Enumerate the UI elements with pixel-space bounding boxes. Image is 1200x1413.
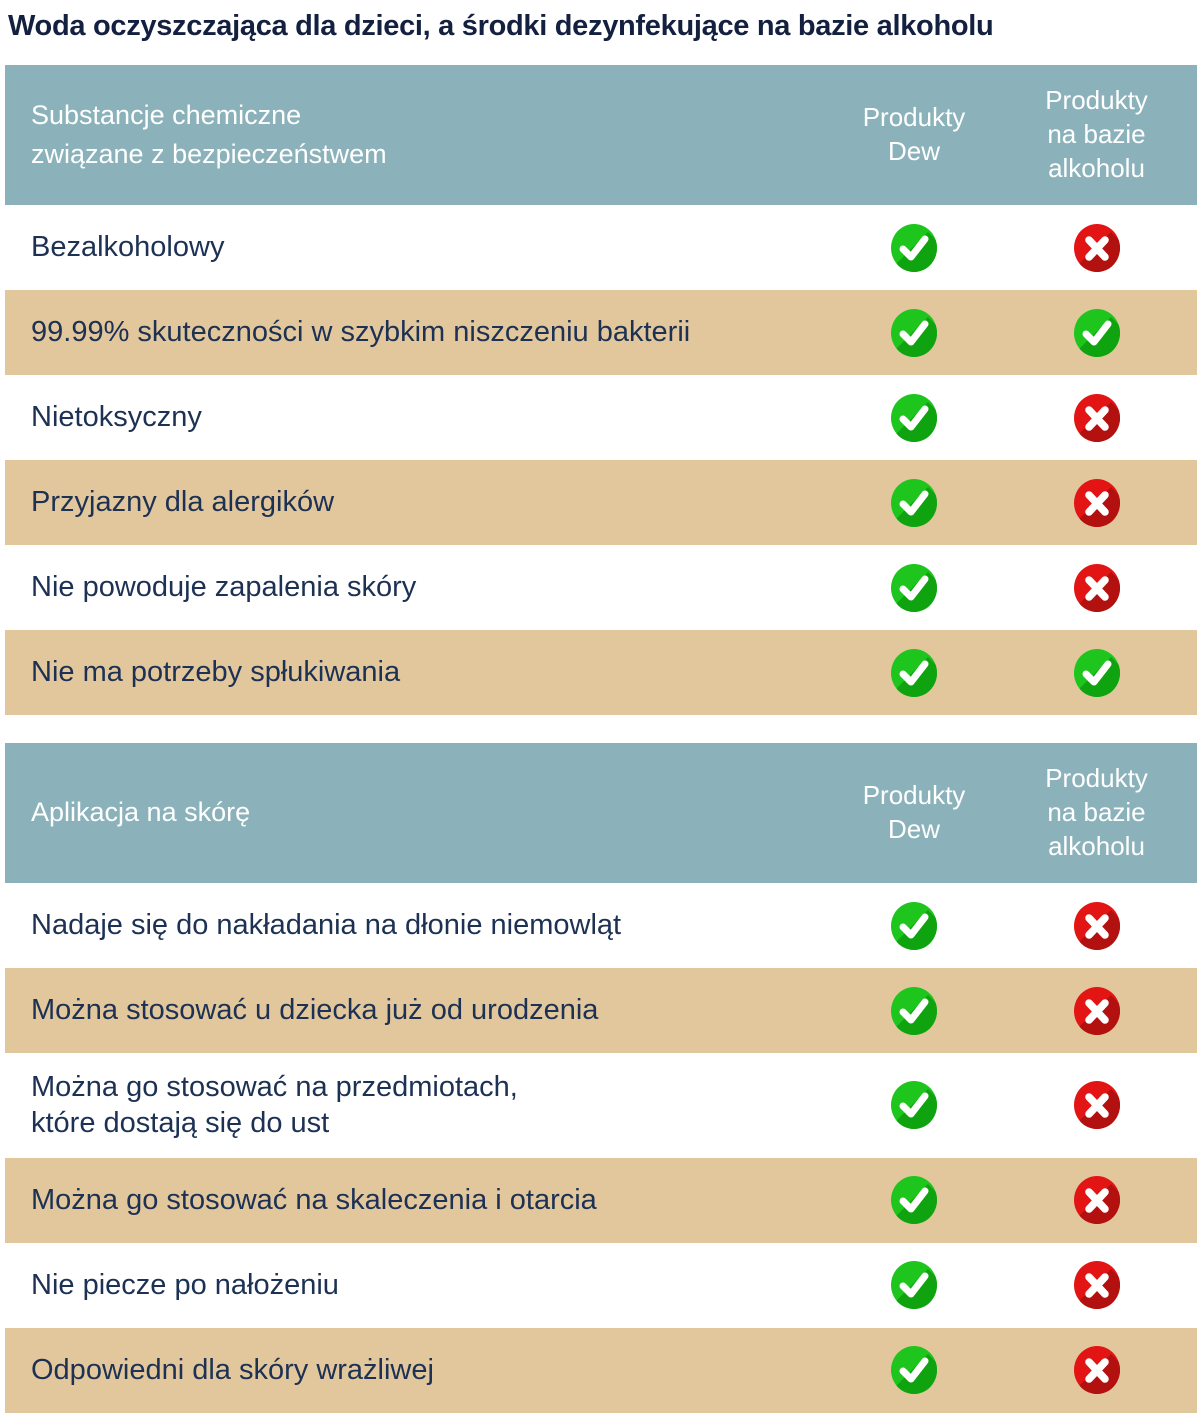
cross-icon [1073, 1176, 1120, 1224]
section-header: Substancje chemiczne związane z bezpiecz… [5, 65, 1197, 205]
check-icon [891, 563, 937, 612]
table-row: Można go stosować na przedmiotach, które… [5, 1053, 1197, 1158]
check-icon [891, 308, 937, 357]
check-icon [891, 648, 937, 697]
check-icon [891, 1346, 937, 1394]
row-label: Można go stosować na przedmiotach, które… [31, 1071, 518, 1140]
alcohol-status-cell [1004, 478, 1189, 527]
dew-status-cell [839, 393, 989, 442]
column-header-label: Produkty na bazie alkoholu [1045, 85, 1148, 183]
alcohol-status-cell [1004, 223, 1189, 272]
check-icon [891, 393, 937, 442]
section-header: Aplikacja na skórę Produkty Dew Produkty… [5, 743, 1197, 883]
table-row: Przyjazny dla alergików [5, 460, 1197, 545]
dew-status-cell [839, 1346, 989, 1394]
check-icon [1073, 308, 1120, 357]
dew-status-cell [839, 308, 989, 357]
section-title: Substancje chemiczne związane z bezpiecz… [31, 99, 387, 169]
row-label: Nietoksyczny [31, 401, 202, 434]
cross-icon [1073, 393, 1120, 442]
comparison-table: Substancje chemiczne związane z bezpiecz… [5, 65, 1197, 1413]
alcohol-status-cell [1004, 1081, 1189, 1130]
row-label: Nie piecze po nałożeniu [31, 1268, 339, 1301]
row-label: 99.99% skuteczności w szybkim niszczeniu… [31, 316, 691, 349]
page-title: Woda oczyszczająca dla dzieci, a środki … [8, 10, 994, 42]
check-icon [891, 901, 937, 950]
column-header-produkty-alkohol: Produkty na bazie alkoholu [1004, 84, 1189, 185]
column-header-produkty-dew: Produkty Dew [839, 101, 989, 169]
dew-status-cell [839, 1081, 989, 1130]
section-skin-application: Aplikacja na skórę Produkty Dew Produkty… [5, 743, 1197, 1413]
cross-icon [1073, 478, 1120, 527]
dew-status-cell [839, 563, 989, 612]
cross-icon [1073, 223, 1120, 272]
row-label: Bezalkoholowy [31, 231, 225, 264]
dew-status-cell [839, 478, 989, 527]
row-label: Nie powoduje zapalenia skóry [31, 571, 417, 604]
table-row: Nie ma potrzeby spłukiwania [5, 630, 1197, 715]
table-row: Nadaje się do nakładania na dłonie niemo… [5, 883, 1197, 968]
alcohol-status-cell [1004, 1346, 1189, 1394]
alcohol-status-cell [1004, 308, 1189, 357]
check-icon [1073, 648, 1120, 697]
table-row: Można stosować u dziecka już od urodzeni… [5, 968, 1197, 1053]
column-header-label: Produkty Dew [862, 780, 966, 844]
column-header-label: Produkty Dew [862, 102, 966, 166]
row-label: Można stosować u dziecka już od urodzeni… [31, 994, 599, 1027]
column-header-produkty-alkohol: Produkty na bazie alkoholu [1004, 762, 1189, 863]
dew-status-cell [839, 1176, 989, 1224]
section-safety-chemicals: Substancje chemiczne związane z bezpiecz… [5, 65, 1197, 715]
alcohol-status-cell [1004, 901, 1189, 950]
row-label: Nadaje się do nakładania na dłonie niemo… [31, 909, 622, 942]
check-icon [891, 223, 937, 272]
alcohol-status-cell [1004, 563, 1189, 612]
table-row: Można go stosować na skaleczenia i otarc… [5, 1157, 1197, 1243]
dew-status-cell [839, 648, 989, 697]
check-icon [891, 1261, 937, 1309]
rows-group: Bezalkoholowy 99.99% skuteczności w szyb… [5, 205, 1197, 715]
table-row: Nie powoduje zapalenia skóry [5, 545, 1197, 630]
dew-status-cell [839, 1261, 989, 1309]
cross-icon [1073, 1261, 1120, 1309]
rows-group: Nadaje się do nakładania na dłonie niemo… [5, 883, 1197, 1413]
row-label: Odpowiedni dla skóry wrażliwej [31, 1353, 434, 1386]
row-label: Można go stosować na skaleczenia i otarc… [31, 1183, 597, 1216]
cross-icon [1073, 901, 1120, 950]
table-row: Nietoksyczny [5, 375, 1197, 460]
alcohol-status-cell [1004, 648, 1189, 697]
table-row: 99.99% skuteczności w szybkim niszczeniu… [5, 290, 1197, 375]
check-icon [891, 1176, 937, 1224]
table-row: Nie piecze po nałożeniu [5, 1242, 1197, 1328]
check-icon [891, 986, 937, 1035]
row-label: Przyjazny dla alergików [31, 486, 335, 519]
cross-icon [1073, 986, 1120, 1035]
table-row: Odpowiedni dla skóry wrażliwej [5, 1327, 1197, 1413]
alcohol-status-cell [1004, 986, 1189, 1035]
alcohol-status-cell [1004, 393, 1189, 442]
cross-icon [1073, 1346, 1120, 1394]
table-row: Bezalkoholowy [5, 205, 1197, 290]
dew-status-cell [839, 986, 989, 1035]
check-icon [891, 1081, 937, 1130]
dew-status-cell [839, 223, 989, 272]
row-label: Nie ma potrzeby spłukiwania [31, 656, 401, 689]
alcohol-status-cell [1004, 1261, 1189, 1309]
cross-icon [1073, 563, 1120, 612]
cross-icon [1073, 1081, 1120, 1130]
column-header-produkty-dew: Produkty Dew [839, 779, 989, 847]
section-title: Aplikacja na skórę [31, 797, 251, 828]
alcohol-status-cell [1004, 1176, 1189, 1224]
check-icon [891, 478, 937, 527]
column-header-label: Produkty na bazie alkoholu [1045, 763, 1148, 861]
dew-status-cell [839, 901, 989, 950]
